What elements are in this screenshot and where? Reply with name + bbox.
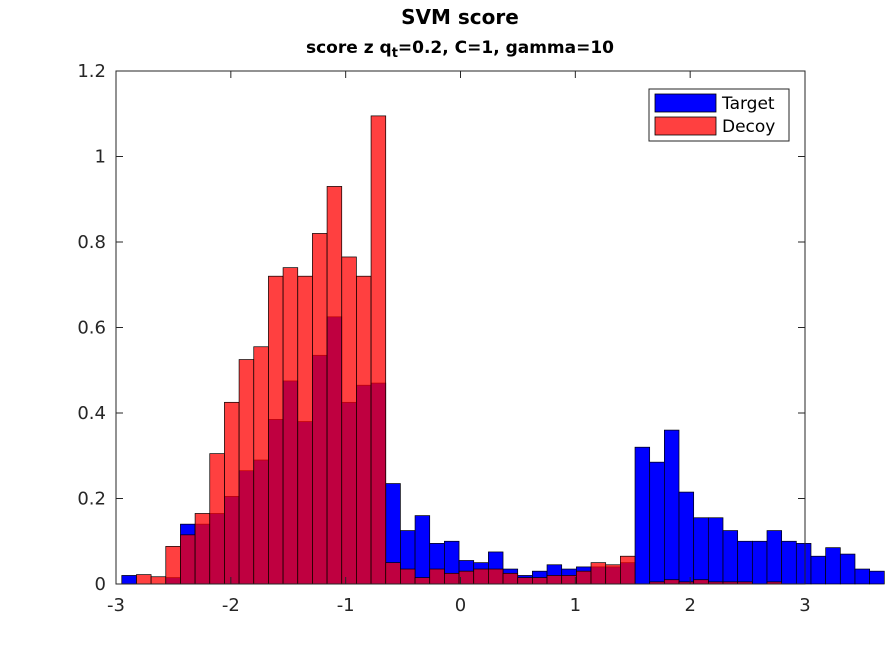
bar-decoy — [429, 568, 445, 585]
bar-target — [414, 515, 431, 585]
x-tick-label: 1 — [570, 595, 581, 616]
x-tick-label: -3 — [107, 595, 125, 616]
bar-target — [737, 540, 753, 585]
bar-target — [854, 568, 870, 585]
bar-decoy — [341, 256, 357, 585]
bar-target — [707, 517, 724, 585]
legend-label-decoy: Decoy — [722, 117, 775, 137]
bar-target — [693, 517, 709, 585]
histogram-bars — [121, 115, 885, 585]
bar-decoy — [370, 115, 387, 585]
bar-decoy — [488, 568, 504, 585]
bar-decoy — [546, 575, 563, 585]
chart-subtitle: score z qt=0.2, C=1, gamma=10 — [306, 38, 614, 61]
chart-subtitle-suffix: =0.2, C=1, gamma=10 — [398, 38, 614, 58]
bar-target — [810, 555, 826, 585]
chart-title: SVM score — [401, 5, 519, 29]
bar-decoy — [620, 555, 636, 585]
bar-decoy — [282, 267, 299, 585]
bar-target — [781, 540, 797, 585]
x-tick-label: 0 — [455, 595, 466, 616]
bar-decoy — [663, 579, 680, 585]
bar-target — [722, 530, 739, 585]
bar-target — [839, 553, 856, 585]
y-tick-label: 1.2 — [77, 61, 106, 82]
bar-decoy — [356, 275, 372, 585]
legend-label-target: Target — [721, 94, 775, 114]
bar-decoy — [473, 568, 489, 585]
x-tick-label: 2 — [684, 595, 695, 616]
x-tick-label: -1 — [337, 595, 355, 616]
y-tick-label: 0.4 — [77, 403, 106, 424]
x-tick-label: -2 — [222, 595, 240, 616]
bar-decoy — [326, 186, 343, 585]
bar-decoy — [385, 562, 401, 585]
bar-decoy — [458, 570, 475, 585]
y-tick-label: 0 — [95, 574, 106, 595]
bar-target — [825, 547, 841, 585]
bar-decoy — [444, 572, 460, 585]
bar-decoy — [136, 574, 152, 585]
y-tick-label: 1 — [95, 147, 106, 168]
bar-target — [678, 491, 695, 585]
bar-decoy — [209, 453, 225, 585]
legend-swatch-decoy — [654, 116, 717, 136]
bar-target — [869, 570, 885, 585]
bar-decoy — [532, 577, 548, 585]
bar-target — [766, 530, 783, 585]
bar-decoy — [605, 564, 621, 585]
bar-decoy — [517, 577, 533, 585]
bar-decoy — [150, 576, 167, 585]
bar-decoy — [502, 572, 519, 585]
bar-decoy — [238, 359, 255, 585]
bar-decoy — [165, 546, 181, 585]
bar-decoy — [297, 275, 313, 585]
bar-decoy — [400, 568, 416, 585]
y-tick-label: 0.2 — [77, 489, 106, 510]
legend: Target Decoy — [648, 88, 790, 142]
bar-decoy — [576, 570, 592, 585]
bar-decoy — [590, 562, 607, 585]
x-tick-label: 3 — [799, 595, 810, 616]
bar-target — [649, 461, 665, 585]
bar-target — [795, 543, 812, 585]
bar-decoy — [414, 577, 431, 585]
bar-target — [634, 446, 651, 585]
y-tick-label: 0.8 — [77, 232, 106, 253]
bar-decoy — [693, 579, 709, 585]
bar-decoy — [224, 401, 240, 585]
bar-decoy — [268, 275, 284, 585]
bar-decoy — [253, 346, 269, 585]
chart-subtitle-subscript: t — [392, 46, 398, 61]
bar-target — [751, 540, 768, 585]
legend-swatch-target — [654, 93, 717, 113]
bar-target — [121, 575, 137, 585]
bar-target — [663, 429, 680, 585]
y-tick-label: 0.6 — [77, 318, 106, 339]
bar-decoy — [194, 513, 211, 585]
chart-titles: SVM score score z qt=0.2, C=1, gamma=10 — [306, 5, 614, 61]
axes: -3 -2 -1 0 1 2 3 0 0.2 0.4 0.6 0.8 1 1.2 — [77, 61, 810, 616]
bar-decoy — [312, 233, 328, 585]
chart-subtitle-prefix: score z q — [306, 38, 392, 58]
bar-decoy — [561, 575, 577, 585]
bar-decoy — [180, 534, 196, 585]
